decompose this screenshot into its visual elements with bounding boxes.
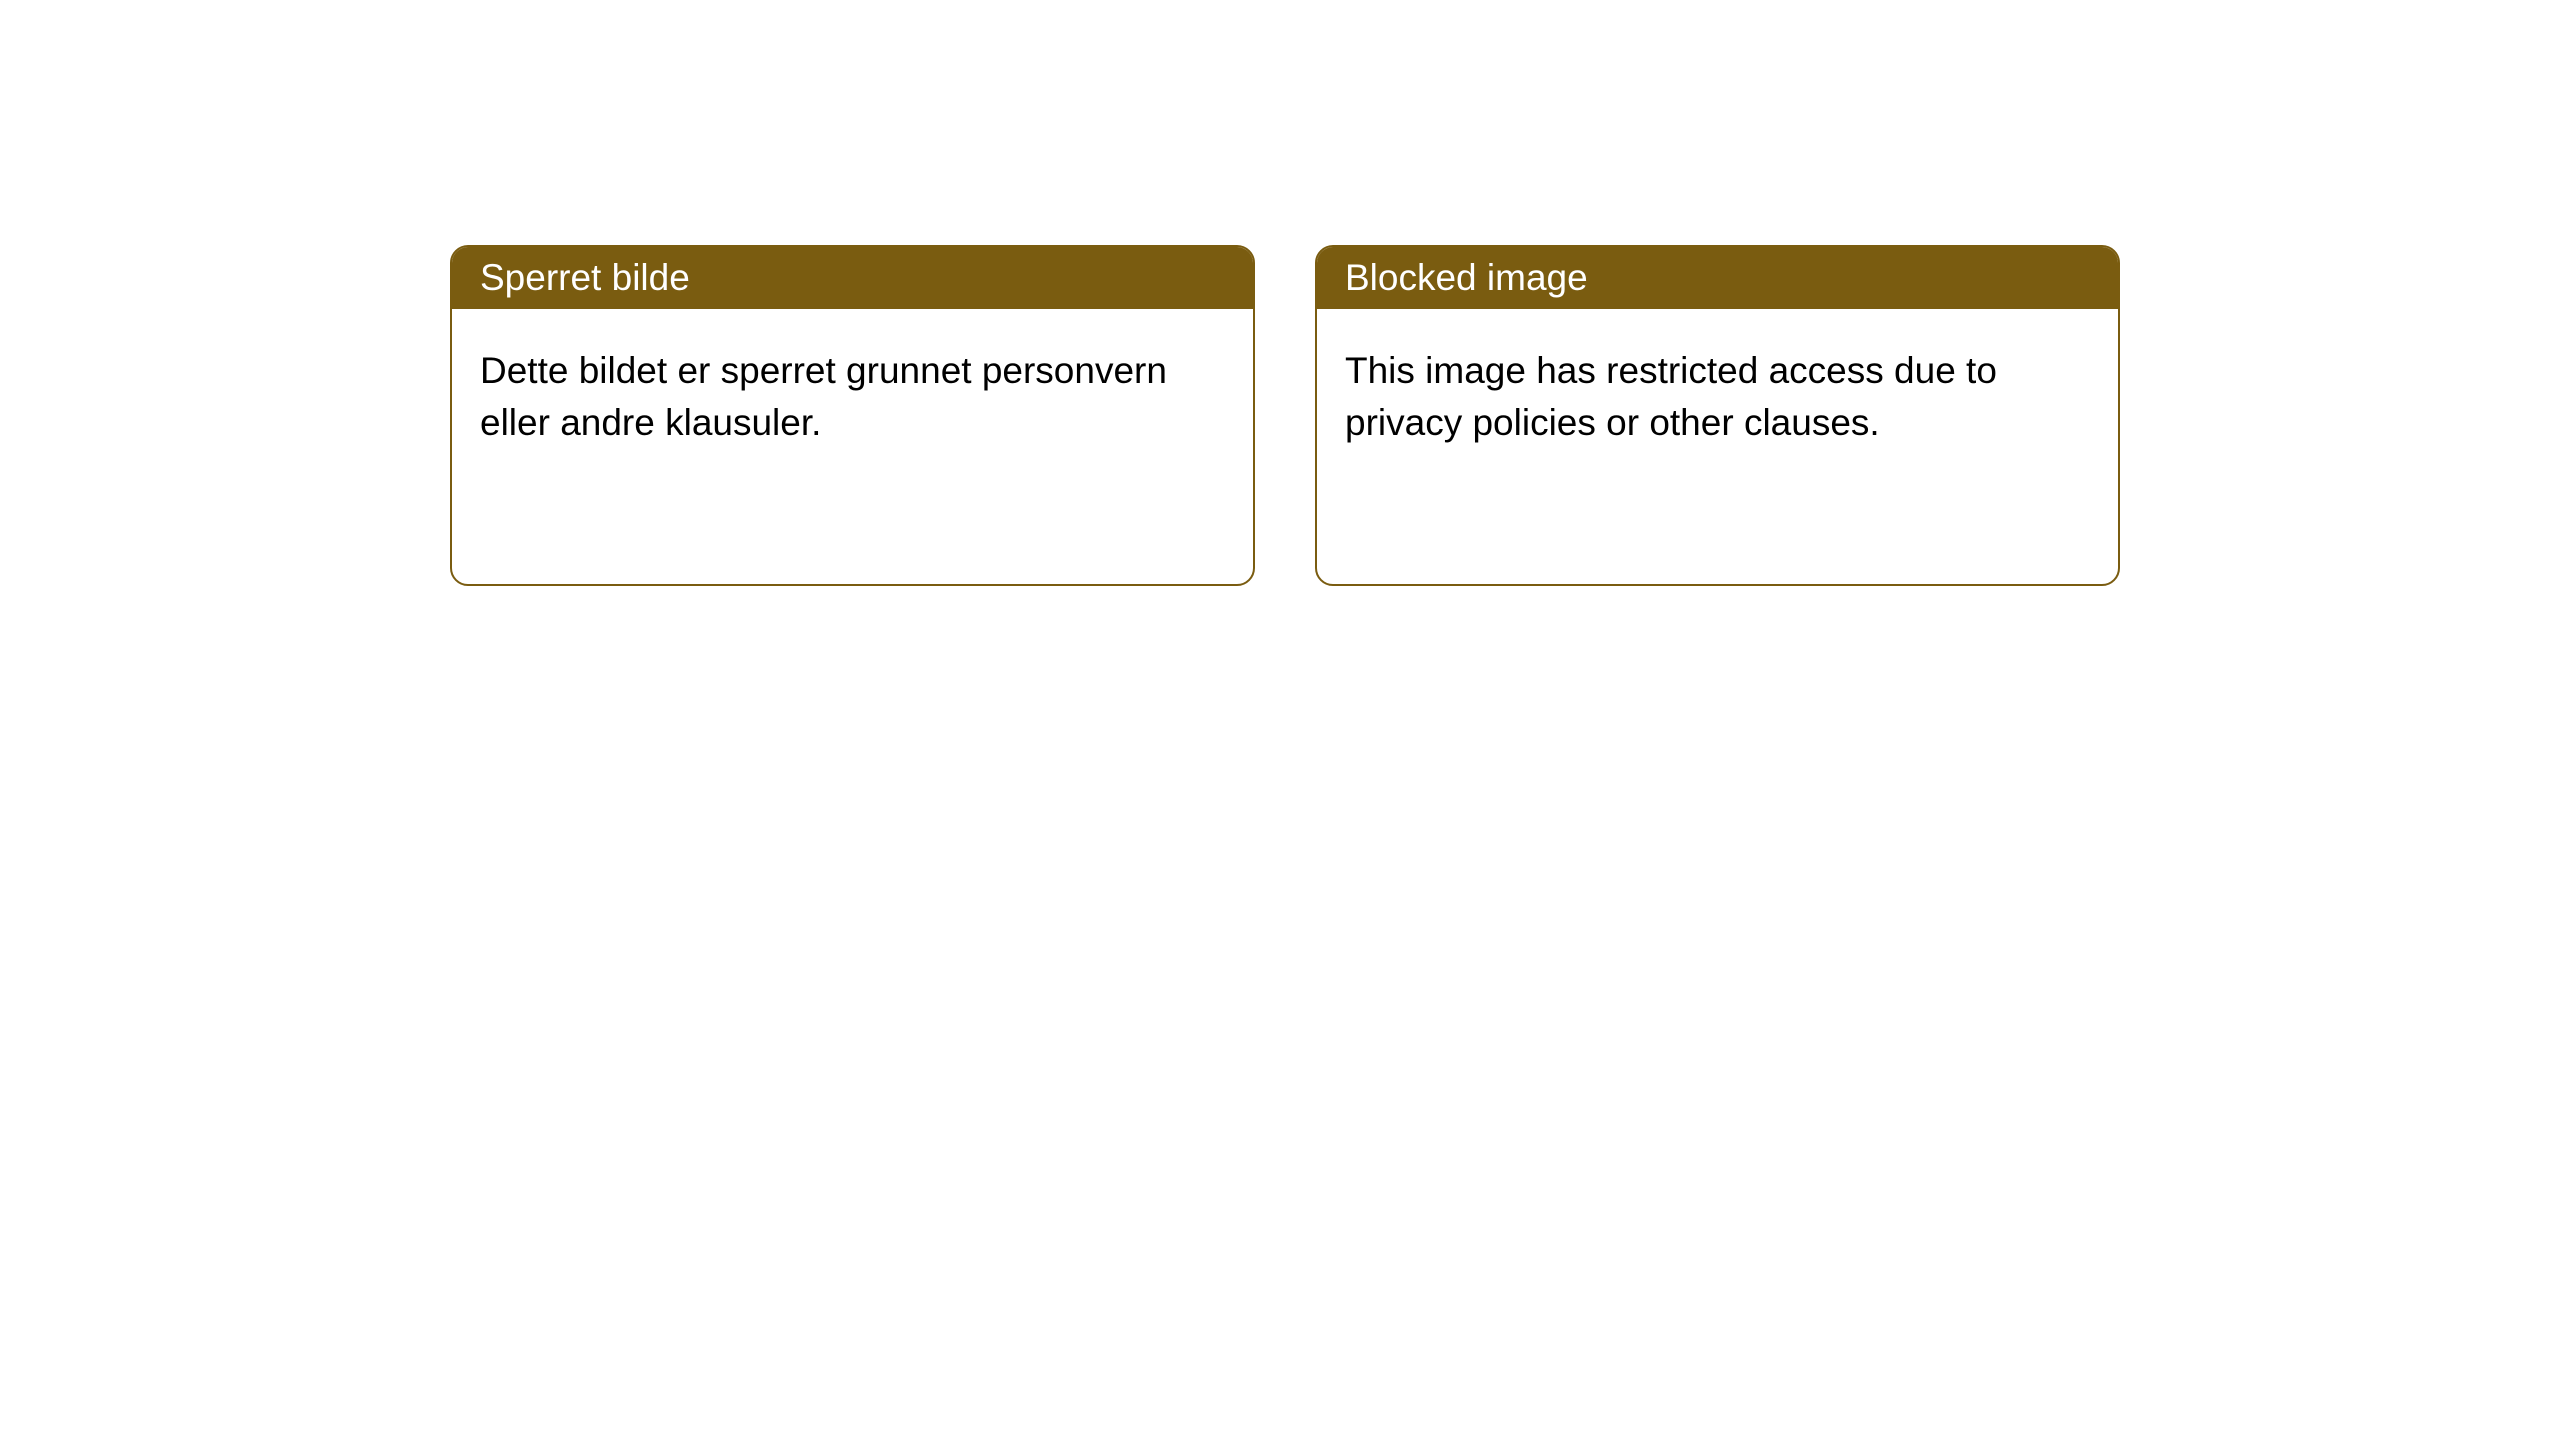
notice-card-body: This image has restricted access due to … <box>1317 309 2118 584</box>
notice-card-text: This image has restricted access due to … <box>1345 345 2090 449</box>
notice-card-title: Blocked image <box>1345 257 1588 298</box>
notice-card-title: Sperret bilde <box>480 257 690 298</box>
notice-card-header: Sperret bilde <box>452 247 1253 309</box>
notice-card-header: Blocked image <box>1317 247 2118 309</box>
notice-card-english: Blocked image This image has restricted … <box>1315 245 2120 586</box>
notice-cards-container: Sperret bilde Dette bildet er sperret gr… <box>0 0 2560 586</box>
notice-card-norwegian: Sperret bilde Dette bildet er sperret gr… <box>450 245 1255 586</box>
notice-card-text: Dette bildet er sperret grunnet personve… <box>480 345 1225 449</box>
notice-card-body: Dette bildet er sperret grunnet personve… <box>452 309 1253 584</box>
